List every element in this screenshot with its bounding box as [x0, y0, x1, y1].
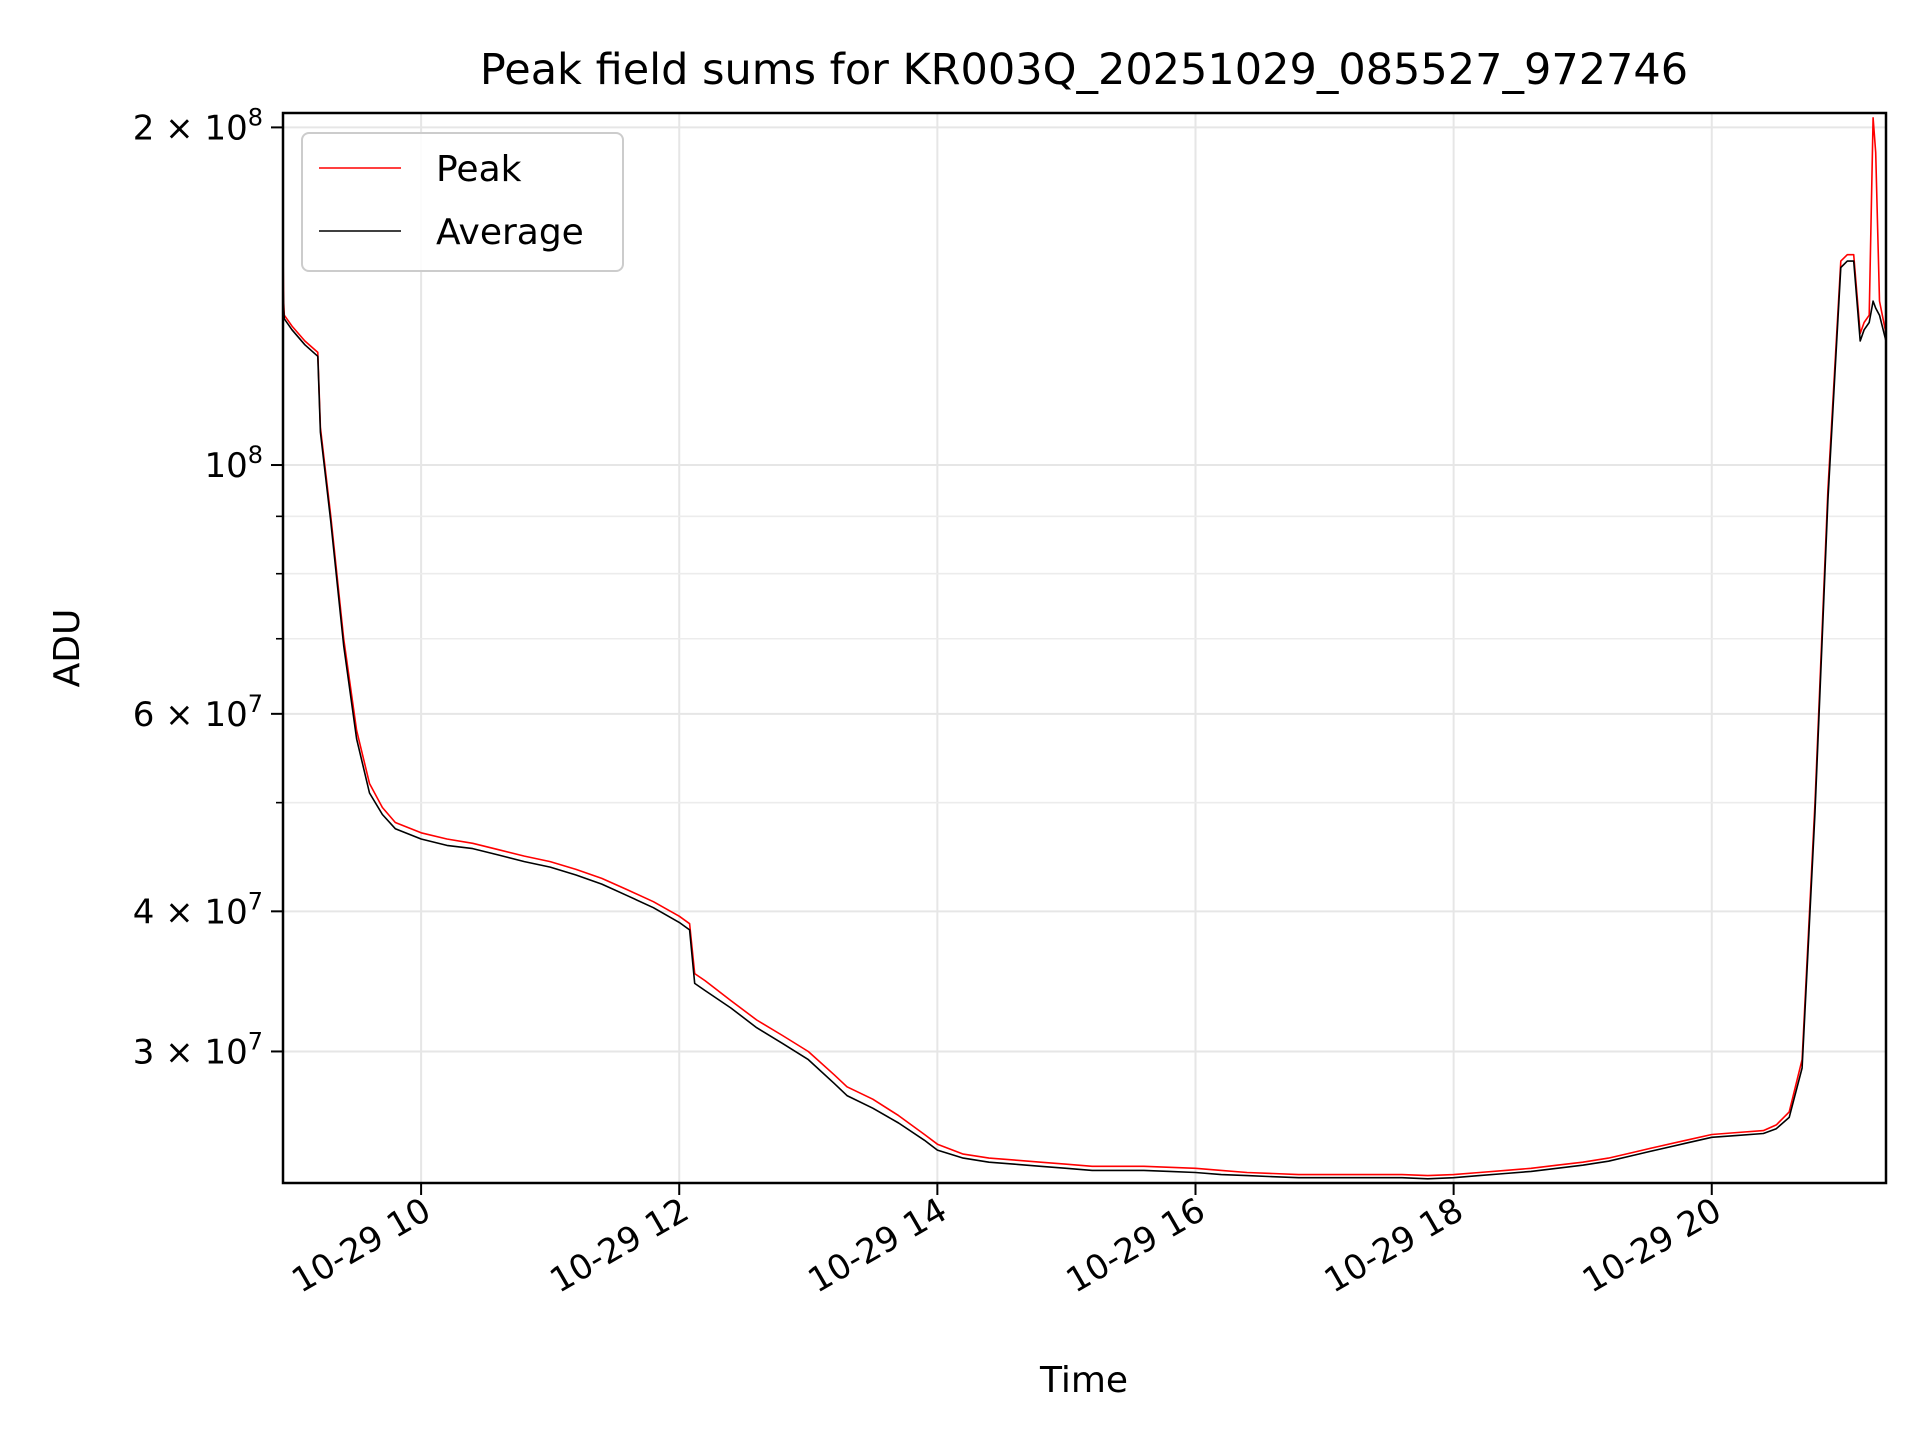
x-tick-label: 10-29 20	[1576, 1190, 1728, 1301]
x-tick-label: 10-29 10	[285, 1190, 437, 1301]
legend: Peak Average	[301, 132, 624, 272]
y-axis-label: ADU	[47, 609, 88, 688]
x-axis-label: Time	[1039, 1360, 1128, 1401]
x-tick-label: 10-29 12	[543, 1190, 695, 1301]
plot-frame	[281, 111, 1888, 1185]
y-axis: 3 × 107 4 × 107 6 × 107 108 2 × 108	[133, 103, 283, 1072]
x-tick-label: 10-29 14	[801, 1190, 953, 1301]
x-axis: 10-29 10 10-29 12 10-29 14 10-29 16 10-29 18…	[285, 1183, 1728, 1301]
y-tick-label: 4 × 107	[133, 887, 263, 932]
series-layer	[283, 117, 1886, 1180]
y-tick-label: 2 × 108	[133, 103, 263, 148]
x-tick-label: 10-29 18	[1318, 1190, 1470, 1301]
y-tick-label: 6 × 107	[133, 690, 263, 735]
x-tick-label: 10-29 16	[1060, 1190, 1212, 1301]
chart-title: Peak field sums for KR003Q_20251029_0855…	[480, 45, 1688, 95]
series-line-average	[283, 260, 1886, 1180]
legend-average-label: Average	[436, 212, 584, 253]
series-line-peak	[283, 117, 1886, 1177]
y-tick-label: 108	[204, 441, 263, 486]
legend-peak-label: Peak	[436, 149, 522, 190]
grid	[283, 113, 1886, 1183]
y-tick-label: 3 × 107	[133, 1027, 263, 1072]
